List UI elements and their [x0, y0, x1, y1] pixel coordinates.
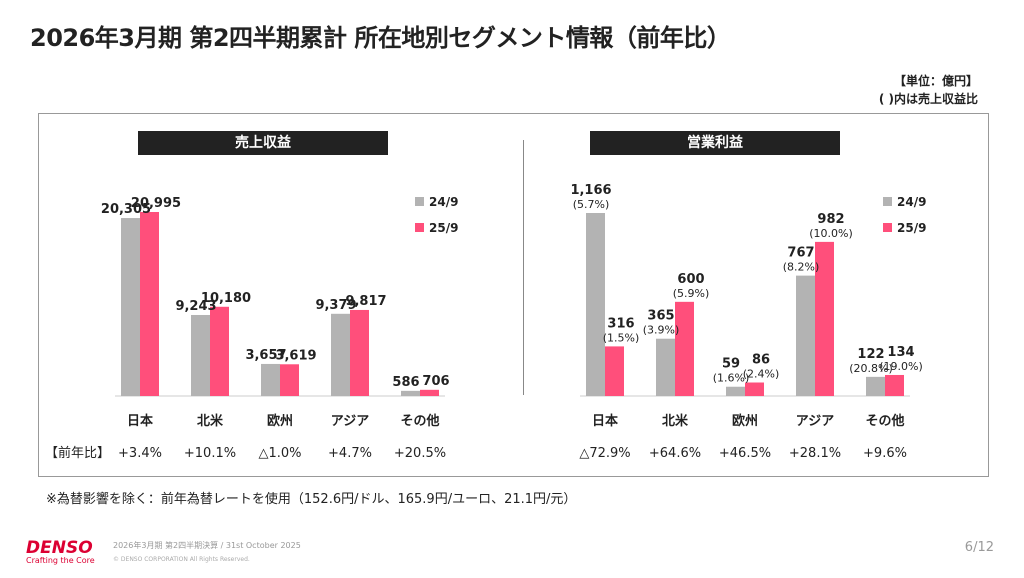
category-label: 北米: [197, 413, 224, 429]
yoy-value: △1.0%: [258, 446, 301, 461]
yoy-value: +10.1%: [184, 446, 236, 461]
bar-25-9: [675, 301, 694, 396]
value-label: 59: [722, 357, 740, 372]
chart-title-profit: 営業利益: [590, 131, 840, 155]
legend-swatch: [415, 197, 424, 206]
category-label: アジア: [331, 414, 369, 429]
bar-25-9: [140, 212, 159, 396]
chart-title-sales: 売上収益: [138, 131, 388, 155]
yoy-value: +9.6%: [863, 446, 907, 461]
value-label: 3,657: [245, 348, 286, 363]
bar-25-9: [280, 364, 299, 396]
tagline: Crafting the Core: [26, 556, 95, 565]
unit-label: 【単位：億円】: [893, 74, 978, 88]
category-label: 北米: [662, 413, 689, 429]
bar-24-9: [586, 213, 605, 396]
yoy-label: 【前年比】: [45, 445, 110, 461]
bar-25-9: [210, 306, 229, 396]
bar-25-9: [815, 241, 834, 396]
bar-24-9: [121, 218, 140, 396]
bar-25-9: [350, 309, 369, 396]
value-label: 3,619: [275, 348, 316, 363]
divider: [523, 140, 524, 395]
category-label: 日本: [592, 413, 618, 429]
value-label: 122: [857, 347, 884, 362]
legend-swatch: [883, 197, 892, 206]
yoy-value: +64.6%: [649, 446, 701, 461]
legend-swatch: [415, 223, 424, 232]
category-label: 日本: [127, 413, 153, 429]
margin-label: (1.5%): [603, 331, 640, 344]
value-label: 9,379: [315, 298, 356, 313]
unit-note: ( )内は売上収益比: [878, 92, 978, 106]
bar-24-9: [866, 376, 885, 396]
margin-label: (10.0%): [809, 227, 853, 240]
yoy-value: +46.5%: [719, 446, 771, 461]
margin-label: (2.4%): [743, 368, 780, 381]
value-label: 9,243: [175, 299, 216, 314]
bar-25-9: [605, 346, 624, 396]
page-title: 2026年3月期 第2四半期累計 所在地別セグメント情報（前年比）: [30, 24, 731, 52]
value-label: 982: [817, 212, 844, 227]
value-label: 20,995: [131, 196, 181, 211]
margin-label: (19.0%): [879, 360, 923, 373]
value-label: 20,305: [101, 202, 151, 217]
yoy-value: +3.4%: [118, 446, 162, 461]
bar-24-9: [796, 275, 815, 396]
value-label: 365: [647, 309, 674, 324]
category-label: 欧州: [267, 413, 293, 429]
yoy-value: △72.9%: [579, 446, 630, 461]
yoy-value: +4.7%: [328, 446, 372, 461]
bar-24-9: [401, 390, 420, 396]
value-label: 767: [787, 246, 814, 261]
value-label: 316: [607, 316, 634, 331]
bar-25-9: [745, 382, 764, 396]
legend-swatch: [883, 223, 892, 232]
value-label: 134: [887, 345, 914, 360]
yoy-value: +28.1%: [789, 446, 841, 461]
margin-label: (3.9%): [643, 324, 680, 337]
margin-label: (5.9%): [673, 287, 710, 300]
footer-copyright: © DENSO CORPORATION All Rights Reserved.: [113, 556, 250, 563]
bar-24-9: [726, 386, 745, 396]
legend-label: 24/9: [897, 195, 926, 209]
bar-25-9: [420, 389, 439, 396]
category-label: その他: [400, 413, 439, 429]
value-label: 86: [752, 353, 770, 368]
margin-label: (8.2%): [783, 261, 820, 274]
value-label: 600: [677, 272, 704, 287]
fx-note: ※為替影響を除く：前年為替レートを使用（152.6円/ドル、165.9円/ユーロ…: [46, 492, 577, 507]
legend-label: 25/9: [429, 221, 458, 235]
footer-doc: 2026年3月期 第2四半期決算 / 31st October 2025: [113, 541, 301, 550]
value-label: 1,166: [570, 183, 611, 198]
chart-panel: [38, 113, 989, 477]
bar-24-9: [261, 363, 280, 396]
bar-25-9: [885, 374, 904, 396]
value-label: 10,180: [201, 291, 251, 306]
category-label: 欧州: [732, 413, 758, 429]
yoy-value: +20.5%: [394, 446, 446, 461]
margin-label: (1.6%): [713, 372, 750, 385]
margin-label: (20.8%): [849, 362, 893, 375]
value-label: 706: [422, 374, 449, 389]
margin-label: (5.7%): [573, 198, 610, 211]
value-label: 586: [392, 375, 419, 390]
legend-label: 25/9: [897, 221, 926, 235]
category-label: アジア: [796, 414, 834, 429]
category-label: その他: [865, 413, 904, 429]
bar-24-9: [191, 314, 210, 396]
bar-24-9: [656, 338, 675, 396]
value-label: 9,817: [345, 294, 386, 309]
page-number: 6/12: [964, 540, 994, 555]
bar-24-9: [331, 313, 350, 396]
denso-logo: DENSO: [26, 538, 93, 558]
legend-label: 24/9: [429, 195, 458, 209]
